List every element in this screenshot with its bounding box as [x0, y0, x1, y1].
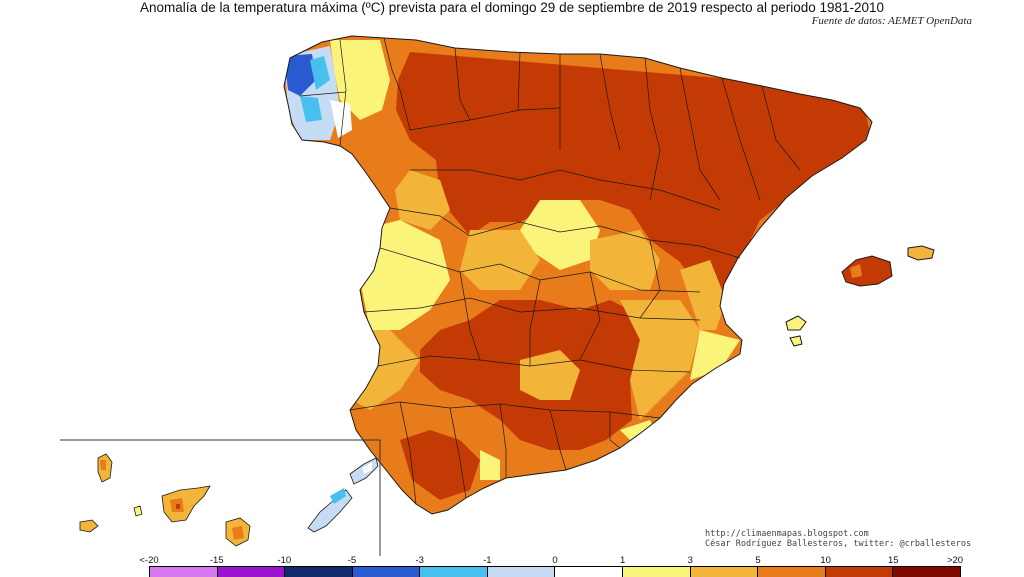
data-source-note: Fuente de datos: AEMET OpenData [811, 15, 972, 27]
legend-swatch [352, 567, 421, 577]
legend-label-6: 0 [552, 555, 558, 566]
legend-label-0: <-20 [139, 555, 159, 566]
peninsula-coastline [283, 35, 873, 515]
legend-swatch [149, 567, 218, 577]
balearic-islands [785, 245, 935, 347]
legend-swatch [555, 567, 624, 577]
legend-swatch [690, 567, 759, 577]
legend-swatch [285, 567, 353, 577]
legend-label-1: -15 [209, 555, 224, 566]
legend-swatch [825, 567, 894, 577]
legend-swatch [487, 567, 556, 577]
legend-label-8: 3 [687, 555, 693, 566]
credits-author: César Rodríguez Ballesteros, twitter: @c… [705, 539, 972, 549]
credits-url: http://climaenmapas.blogspot.com [705, 529, 869, 539]
legend-swatch [217, 567, 286, 577]
color-legend: <-20 -15 -10 -5 -3 -1 0 1 3 5 10 15 >20 [139, 555, 964, 577]
legend-label-5: -1 [483, 555, 492, 566]
legend-label-7: 1 [620, 555, 626, 566]
legend-label-2: -10 [277, 555, 292, 566]
legend-label-10: 10 [820, 555, 831, 566]
map-title: Anomalía de la temperatura máxima (ºC) p… [139, 0, 885, 15]
canary-islands-inset [60, 439, 381, 556]
legend-label-4: -3 [415, 555, 424, 566]
legend-label-3: -5 [347, 555, 357, 566]
legend-color-bar [149, 566, 961, 577]
legend-label-9: 5 [755, 555, 761, 566]
legend-label-11: 15 [888, 555, 899, 566]
legend-labels: <-20 -15 -10 -5 -3 -1 0 1 3 5 10 15 >20 [139, 555, 964, 566]
credits: http://climaenmapas.blogspot.com César R… [705, 529, 971, 549]
legend-swatch [623, 567, 691, 577]
legend-label-12: >20 [946, 555, 964, 566]
legend-swatch [758, 567, 826, 577]
legend-swatch [420, 567, 488, 577]
legend-swatch [893, 567, 961, 577]
province-borders [299, 37, 801, 505]
